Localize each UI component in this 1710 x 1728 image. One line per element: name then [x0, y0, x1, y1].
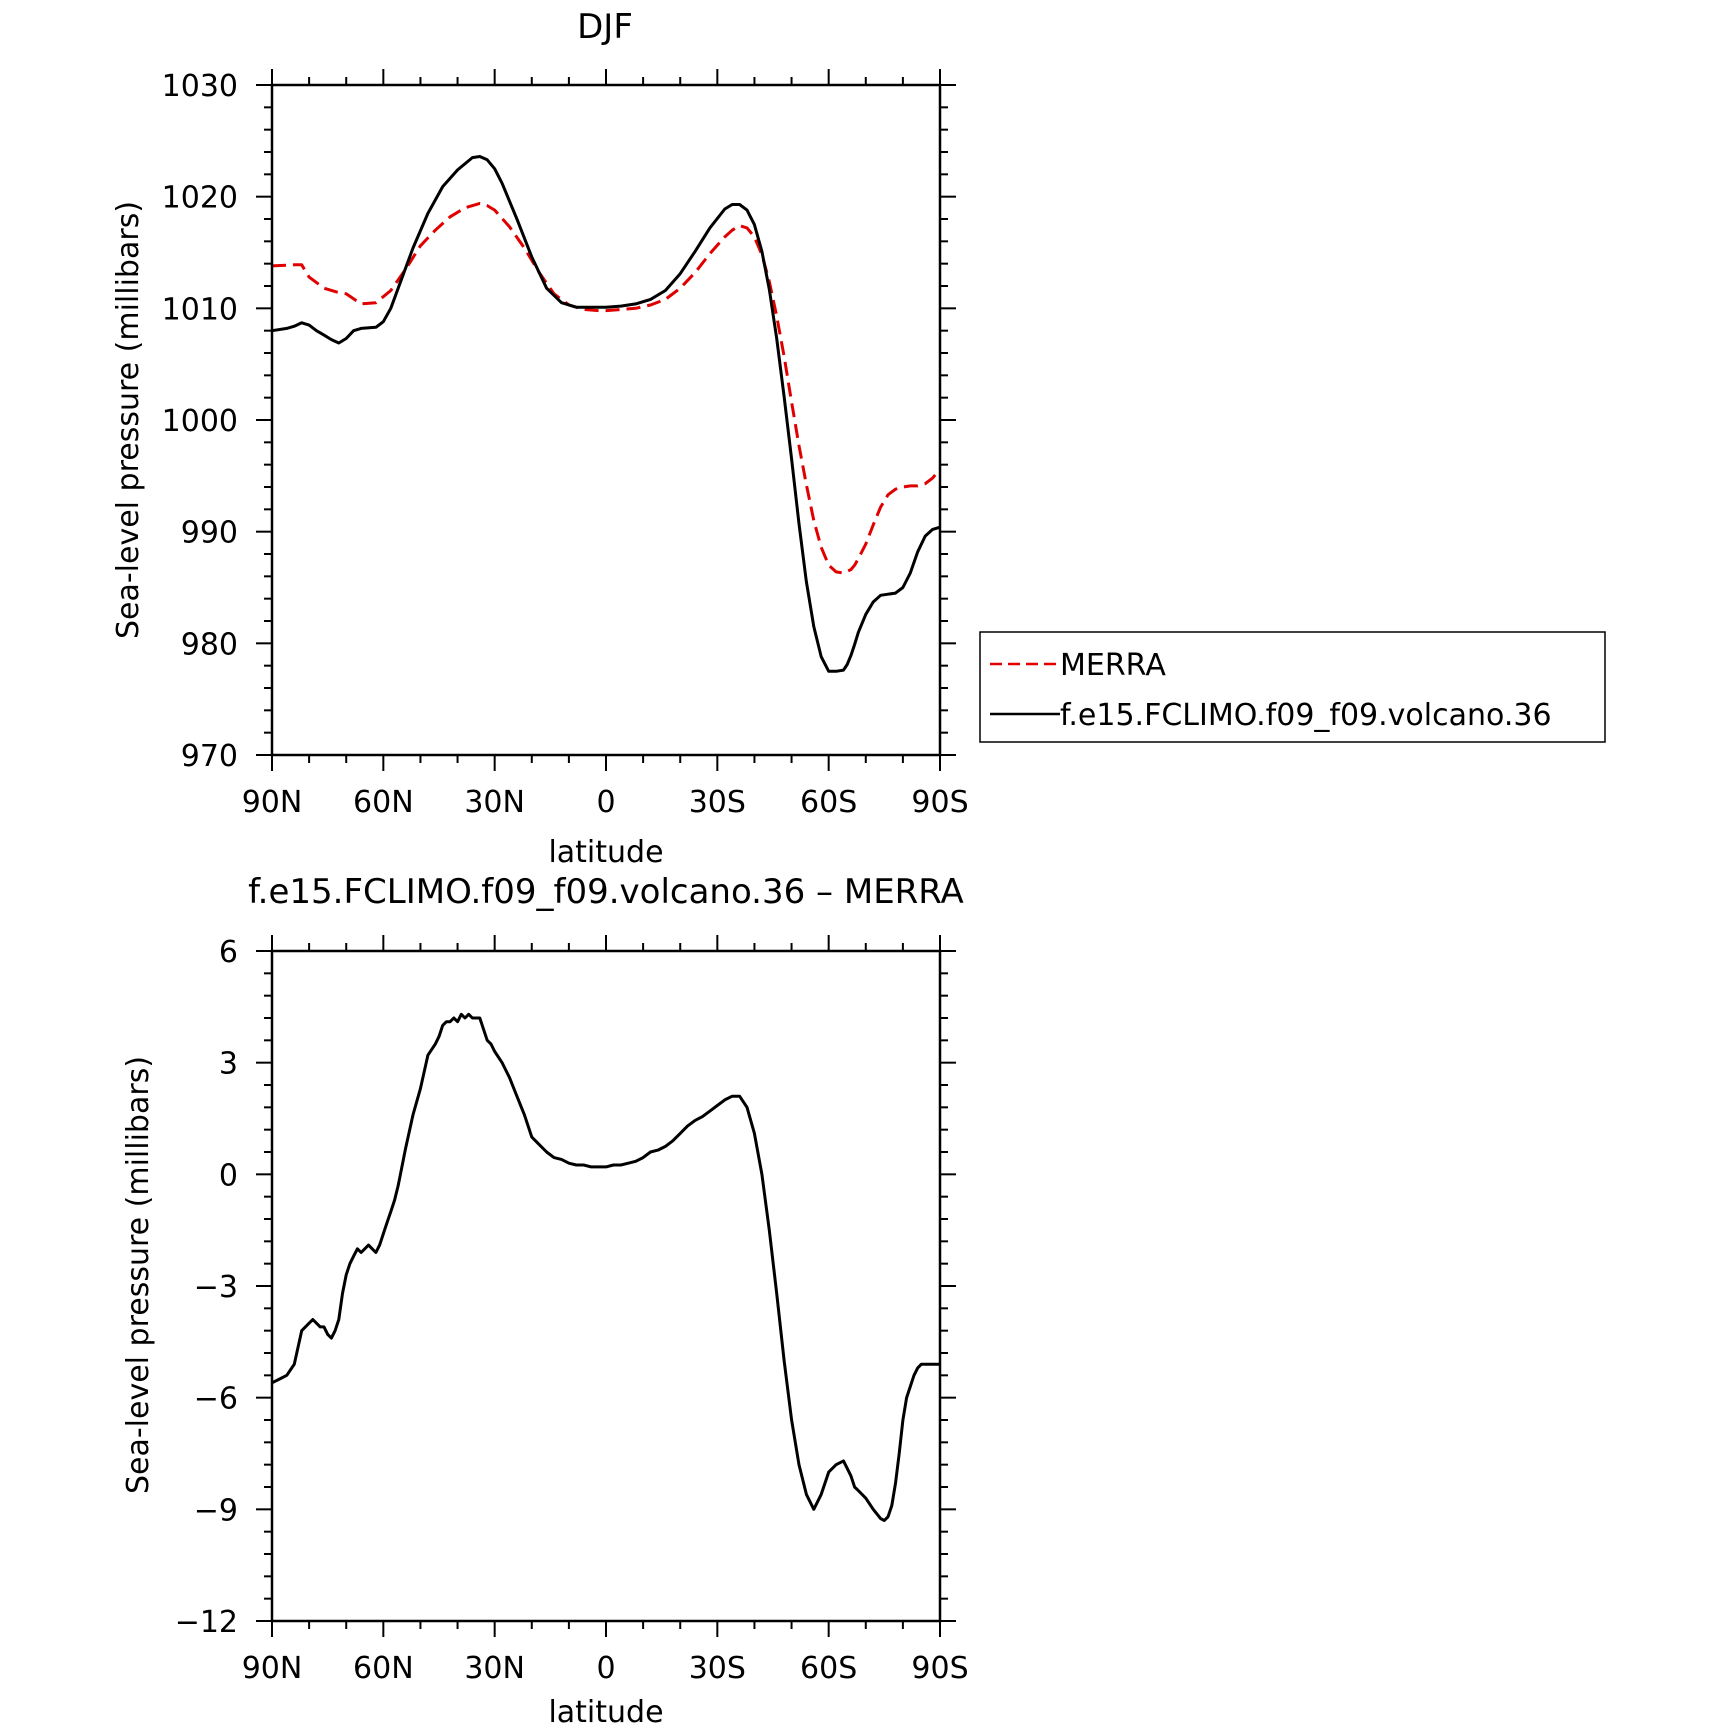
- x-tick-label: 30N: [464, 1651, 525, 1686]
- plot-series: [271, 155, 942, 673]
- x-tick-label: 30N: [464, 785, 525, 820]
- y-tick-label: 980: [181, 627, 238, 662]
- y-tick-label: 1000: [162, 404, 238, 439]
- series-line-model: [271, 155, 941, 673]
- legend-label-model: f.e15.FCLIMO.f09_f09.volcano.36: [1060, 698, 1552, 733]
- x-axis-label: latitude: [548, 835, 663, 870]
- x-axis-label: latitude: [548, 1695, 663, 1728]
- chart-title: f.e15.FCLIMO.f09_f09.volcano.36 – MERRA: [248, 872, 964, 912]
- x-tick-label: 60N: [353, 1651, 414, 1686]
- y-tick-label: 970: [181, 739, 238, 774]
- legend: MERRA f.e15.FCLIMO.f09_f09.volcano.36: [979, 631, 1606, 743]
- x-tick-labels: 90N 60N 30N 0 30S 60S 90S: [242, 1651, 969, 1686]
- y-tick-label: −12: [175, 1605, 238, 1640]
- x-tick-label: 0: [596, 1651, 615, 1686]
- x-tick-label: 30S: [689, 785, 746, 820]
- plot-frame: [270, 83, 942, 757]
- x-tick-label: 60S: [800, 785, 857, 820]
- y-axis-label: Sea-level pressure (millibars): [111, 201, 146, 639]
- x-tick-label: 60N: [353, 785, 414, 820]
- series-line-merra: [271, 201, 942, 575]
- x-tick-label: 60S: [800, 1651, 857, 1686]
- x-tick-labels: 90N 60N 30N 0 30S 60S 90S: [242, 785, 969, 820]
- axis-ticks: [256, 935, 956, 1637]
- y-tick-label: 1030: [162, 69, 238, 104]
- chart-difference-panel: f.e15.FCLIMO.f09_f09.volcano.36 – MERRA …: [121, 872, 969, 1728]
- y-tick-labels: −12 −9 −6 −3 0 3 6: [175, 935, 238, 1640]
- y-tick-labels: 970 980 990 1000 1010 1020 1030: [162, 69, 238, 774]
- x-tick-label: 90S: [911, 1651, 968, 1686]
- y-tick-label: −3: [194, 1270, 238, 1305]
- x-tick-label: 90N: [242, 785, 303, 820]
- y-axis-label: Sea-level pressure (millibars): [121, 1056, 156, 1494]
- x-tick-label: 90S: [911, 785, 968, 820]
- y-tick-label: 3: [219, 1047, 238, 1082]
- y-tick-label: 1020: [162, 181, 238, 216]
- x-tick-label: 0: [596, 785, 615, 820]
- y-tick-label: 0: [219, 1158, 238, 1193]
- axis-ticks: [256, 69, 956, 771]
- series-line-model: [271, 1012, 940, 1522]
- chart-title: DJF: [577, 7, 633, 47]
- plot-frame: [270, 949, 942, 1623]
- legend-box: [979, 631, 1606, 743]
- plot-series: [271, 1012, 940, 1522]
- y-tick-label: 990: [181, 516, 238, 551]
- y-tick-label: 1010: [162, 292, 238, 327]
- legend-label-merra: MERRA: [1060, 648, 1166, 683]
- y-tick-label: 6: [219, 935, 238, 970]
- chart-djf-panel: DJF 90N 60N 30N 0 30S 60S 90S 970 980 990 1000 101…: [111, 7, 969, 870]
- x-tick-label: 30S: [689, 1651, 746, 1686]
- x-tick-label: 90N: [242, 1651, 303, 1686]
- y-tick-label: −9: [194, 1493, 238, 1528]
- y-tick-label: −6: [194, 1382, 238, 1417]
